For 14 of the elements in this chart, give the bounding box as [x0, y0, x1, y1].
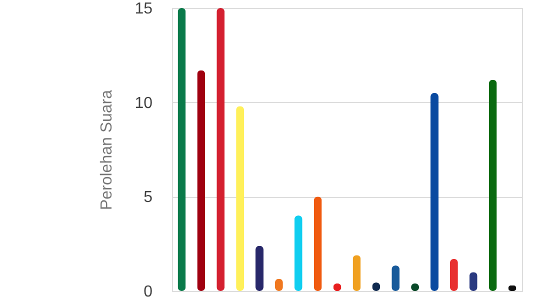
y-axis-title: Perolehan Suara: [98, 90, 116, 210]
bar: [488, 80, 497, 291]
y-tick-label: 5: [144, 189, 153, 206]
bar: [178, 8, 186, 291]
bar: [216, 8, 225, 291]
bar: [256, 246, 264, 291]
y-tick-label: 0: [144, 284, 153, 300]
bar: [430, 92, 438, 291]
y-tick-label: 15: [134, 0, 153, 18]
y-tick-label: 10: [134, 94, 153, 112]
bar: [314, 196, 322, 291]
bar: [197, 70, 206, 291]
bar: [294, 216, 302, 291]
bar: [236, 106, 244, 291]
